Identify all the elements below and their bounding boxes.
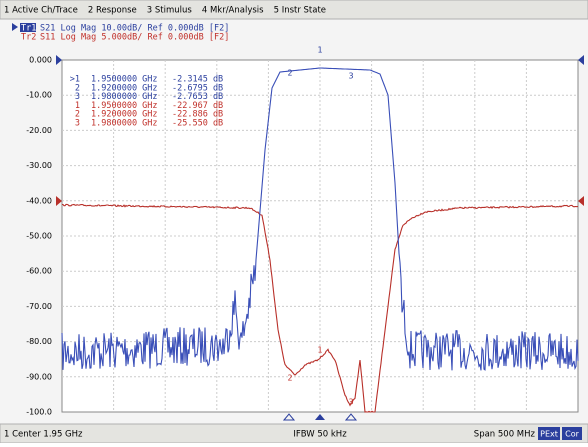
ref-marker bbox=[56, 55, 62, 65]
marker-freq: 1.9200000 GHz bbox=[91, 83, 158, 93]
marker-value: -2.3145 dB bbox=[172, 75, 223, 85]
center-freq: 1 Center 1.95 GHz bbox=[4, 430, 83, 440]
marker-value: -2.6795 dB bbox=[172, 83, 223, 93]
marker-value: -22.886 dB bbox=[172, 110, 223, 120]
trace-header: S21 Log Mag 10.00dB/ Ref 0.000dB [F2] bbox=[40, 24, 229, 34]
s21-trace bbox=[61, 67, 579, 371]
y-axis-label: -80.00 bbox=[26, 337, 52, 346]
trace-marker: 3 bbox=[348, 72, 353, 81]
y-axis-label: -70.00 bbox=[26, 302, 52, 311]
marker-freq: 1.9800000 GHz bbox=[91, 119, 158, 129]
y-axis-label: -10.00 bbox=[26, 91, 52, 100]
marker-value: -25.550 dB bbox=[172, 119, 223, 129]
trace-header: S11 Log Mag 5.000dB/ Ref 0.000dB [F2] bbox=[40, 33, 229, 43]
marker-num: 3 bbox=[75, 119, 80, 129]
menu-item: 4 Mkr/Analysis bbox=[202, 6, 264, 16]
marker-num: 3 bbox=[75, 92, 80, 102]
active-arrow bbox=[12, 23, 18, 31]
menu-item: 5 Instr State bbox=[274, 6, 326, 16]
menu-item: 1 Active Ch/Trace bbox=[4, 6, 78, 16]
pext-badge bbox=[538, 427, 560, 440]
ref-marker bbox=[56, 196, 62, 206]
marker-freq: 1.9500000 GHz bbox=[91, 101, 158, 111]
y-axis-label: -30.00 bbox=[26, 161, 52, 170]
trace-marker: 1 bbox=[317, 346, 322, 355]
pext: PExt bbox=[540, 430, 558, 439]
menu-bar bbox=[0, 0, 588, 20]
y-axis-label: 0.000 bbox=[29, 56, 52, 65]
y-axis-label: -40.00 bbox=[26, 196, 52, 205]
cor-badge bbox=[562, 427, 582, 440]
menu-item: 2 Response bbox=[88, 6, 137, 16]
marker-freq: 1.9800000 GHz bbox=[91, 92, 158, 102]
marker-freq: 1.9500000 GHz bbox=[91, 75, 158, 85]
trace-id: Tr2 bbox=[21, 33, 36, 43]
trace-marker: 3 bbox=[348, 398, 353, 407]
marker-pos bbox=[282, 413, 296, 421]
span: Span 500 MHz bbox=[474, 430, 536, 440]
y-axis-label: -20.00 bbox=[26, 126, 52, 135]
ref-marker bbox=[578, 196, 584, 206]
y-axis-label: -100.0 bbox=[26, 408, 52, 417]
ifbw: IFBW 50 kHz bbox=[293, 430, 347, 440]
marker-num: 2 bbox=[75, 110, 80, 120]
marker-freq: 1.9200000 GHz bbox=[91, 110, 158, 120]
y-axis-label: -50.00 bbox=[26, 232, 52, 241]
marker-value: -2.7653 dB bbox=[172, 92, 223, 102]
marker-pos bbox=[315, 414, 325, 420]
s11-trace bbox=[62, 203, 579, 413]
cor: Cor bbox=[565, 430, 579, 439]
marker-pos bbox=[344, 413, 358, 421]
trace-marker: 2 bbox=[287, 374, 292, 383]
marker-num: 2 bbox=[75, 83, 80, 93]
active-trace-box bbox=[20, 23, 36, 32]
menu-item: 3 Stimulus bbox=[147, 6, 193, 16]
y-axis-label: -60.00 bbox=[26, 267, 52, 276]
marker-num: 1 bbox=[75, 101, 80, 111]
y-axis-label: -90.00 bbox=[26, 372, 52, 381]
trace-id: Tr1 bbox=[21, 24, 36, 34]
ref-marker bbox=[578, 55, 584, 65]
marker-num: >1 bbox=[70, 75, 80, 85]
trace-marker: 1 bbox=[317, 46, 322, 55]
marker-value: -22.967 dB bbox=[172, 101, 223, 111]
trace-marker: 2 bbox=[287, 69, 292, 78]
